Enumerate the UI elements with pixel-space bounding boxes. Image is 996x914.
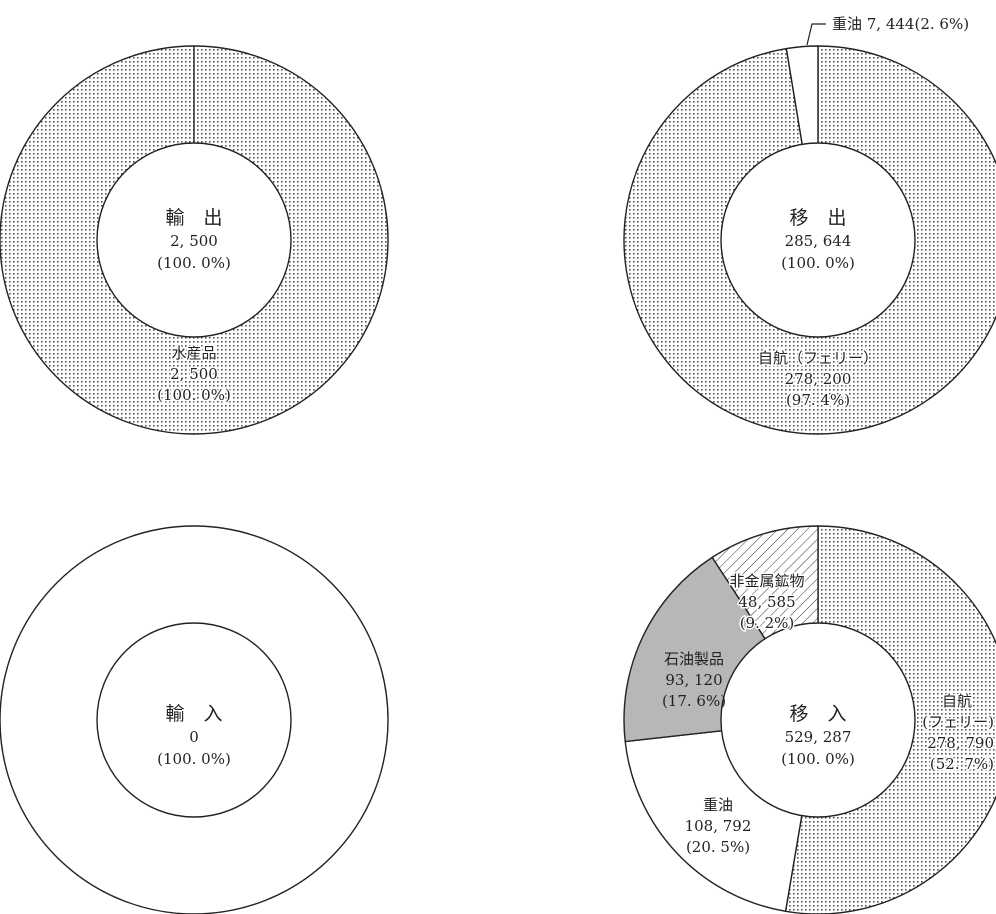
- outbound-center-percent: (100. 0%): [781, 254, 855, 272]
- inbound-slice-ferry-value: 278, 790: [927, 734, 994, 752]
- outbound-slice-ferry-name: 自航（フェリー）: [758, 349, 878, 367]
- import-center-title: 輸 入: [165, 703, 222, 725]
- inbound-center-hole: [720, 622, 916, 818]
- export-slice-label-value: 2, 500: [170, 365, 218, 383]
- chart-inbound: 移 入 529, 287 (100. 0%) 自航 (フェリー) 278, 79…: [623, 525, 996, 914]
- export-center-title: 輸 出: [165, 207, 222, 229]
- outbound-callout-label: 重油 7, 444(2. 6%): [832, 15, 969, 33]
- import-center-total: 0: [189, 728, 199, 746]
- export-center-hole: [96, 142, 292, 338]
- export-center-percent: (100. 0%): [157, 254, 231, 272]
- inbound-center-total: 529, 287: [785, 728, 852, 746]
- inbound-slice-oil-value: 108, 792: [685, 817, 752, 835]
- inbound-slice-mineral-name: 非金属鉱物: [729, 572, 804, 590]
- inbound-slice-mineral-value: 48, 585: [738, 593, 795, 611]
- inbound-slice-mineral-percent: (9. 2%): [740, 614, 795, 632]
- outbound-callout-line: [806, 23, 826, 46]
- outbound-center-hole: [720, 142, 916, 338]
- inbound-slice-petro-value: 93, 120: [665, 671, 722, 689]
- inbound-slice-ferry-name2: (フェリー): [922, 713, 994, 731]
- outbound-center-title: 移 出: [789, 207, 846, 229]
- inbound-slice-petro-name: 石油製品: [664, 650, 724, 668]
- inbound-slice-ferry-name: 自航: [942, 692, 972, 710]
- inbound-slice-oil-name: 重油: [703, 796, 733, 814]
- inbound-center-title: 移 入: [789, 703, 846, 725]
- chart-outbound: 移 出 285, 644 (100. 0%) 自航（フェリー） 278, 200…: [623, 15, 996, 435]
- export-slice-label-name: 水産品: [171, 344, 216, 362]
- inbound-slice-ferry-percent: (52. 7%): [930, 755, 994, 773]
- inbound-slice-oil-percent: (20. 5%): [686, 838, 750, 856]
- outbound-slice-ferry-percent: (97. 4%): [786, 391, 850, 409]
- import-center-percent: (100. 0%): [157, 750, 231, 768]
- export-center-total: 2, 500: [170, 232, 218, 250]
- import-center-hole: [96, 622, 292, 818]
- inbound-slice-petro-percent: (17. 6%): [662, 692, 726, 710]
- export-slice-label-percent: (100. 0%): [157, 386, 231, 404]
- inbound-center-percent: (100. 0%): [781, 750, 855, 768]
- chart-export: 輸 出 2, 500 (100. 0%) 水産品 2, 500 (100. 0%…: [0, 45, 389, 435]
- outbound-slice-ferry-value: 278, 200: [785, 370, 852, 388]
- outbound-center-total: 285, 644: [785, 232, 852, 250]
- chart-import: 輸 入 0 (100. 0%): [0, 525, 389, 914]
